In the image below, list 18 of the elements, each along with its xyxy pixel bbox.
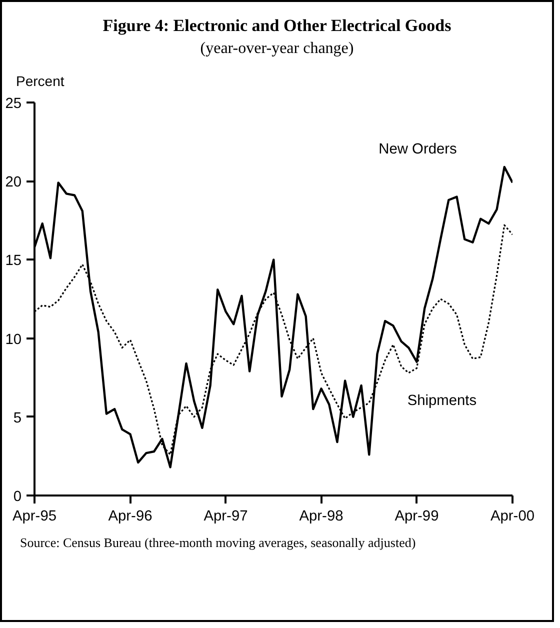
y-tick-label: 0 — [13, 489, 22, 506]
y-tick-label: 15 — [5, 253, 22, 270]
y-tick-label: 5 — [13, 410, 22, 427]
source-note: Source: Census Bureau (three-month moving averages, seasonally adjusted) — [20, 534, 416, 552]
chart-title: Figure 4: Electronic and Other Electrical Goods — [102, 15, 452, 37]
y-tick-label: 20 — [5, 174, 22, 191]
text: New Orders — [378, 142, 457, 158]
y-tick-label: 10 — [5, 332, 22, 348]
y-axis-title: Percent — [16, 72, 64, 92]
x-tick-label: Apr-00 — [490, 508, 535, 525]
x-tick-label: Apr-97 — [204, 508, 248, 525]
x-tick-label: Apr-98 — [299, 508, 344, 525]
x-tick-label: Apr-96 — [108, 508, 152, 525]
chart-subtitle: (year-over-year change) — [199, 39, 355, 60]
x-tick-label: Apr-95 — [12, 508, 57, 525]
y-tick-label: 25 — [5, 96, 22, 112]
series-label: Shipments — [407, 393, 477, 410]
x-tick-label: Apr-99 — [394, 508, 439, 525]
